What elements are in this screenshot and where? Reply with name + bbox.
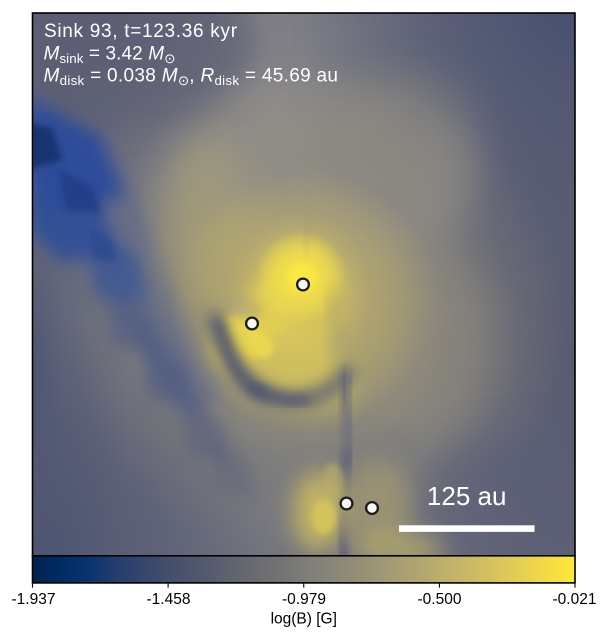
svg-text:Mdisk = 0.038 M⊙, Rdisk = 45.6: Mdisk = 0.038 M⊙, Rdisk = 45.69 au <box>44 66 339 89</box>
svg-text:Sink 93, t=123.36 kyr: Sink 93, t=123.36 kyr <box>44 21 238 42</box>
svg-text:-0.021: -0.021 <box>553 591 597 608</box>
svg-text:125 au: 125 au <box>427 481 507 511</box>
svg-text:log(B) [G]: log(B) [G] <box>271 611 337 628</box>
svg-text:-0.979: -0.979 <box>282 591 326 608</box>
svg-text:Msink = 3.42 M⊙: Msink = 3.42 M⊙ <box>44 43 176 66</box>
svg-text:-1.937: -1.937 <box>12 591 56 608</box>
svg-text:-1.458: -1.458 <box>147 591 191 608</box>
svg-text:-0.500: -0.500 <box>418 591 462 608</box>
